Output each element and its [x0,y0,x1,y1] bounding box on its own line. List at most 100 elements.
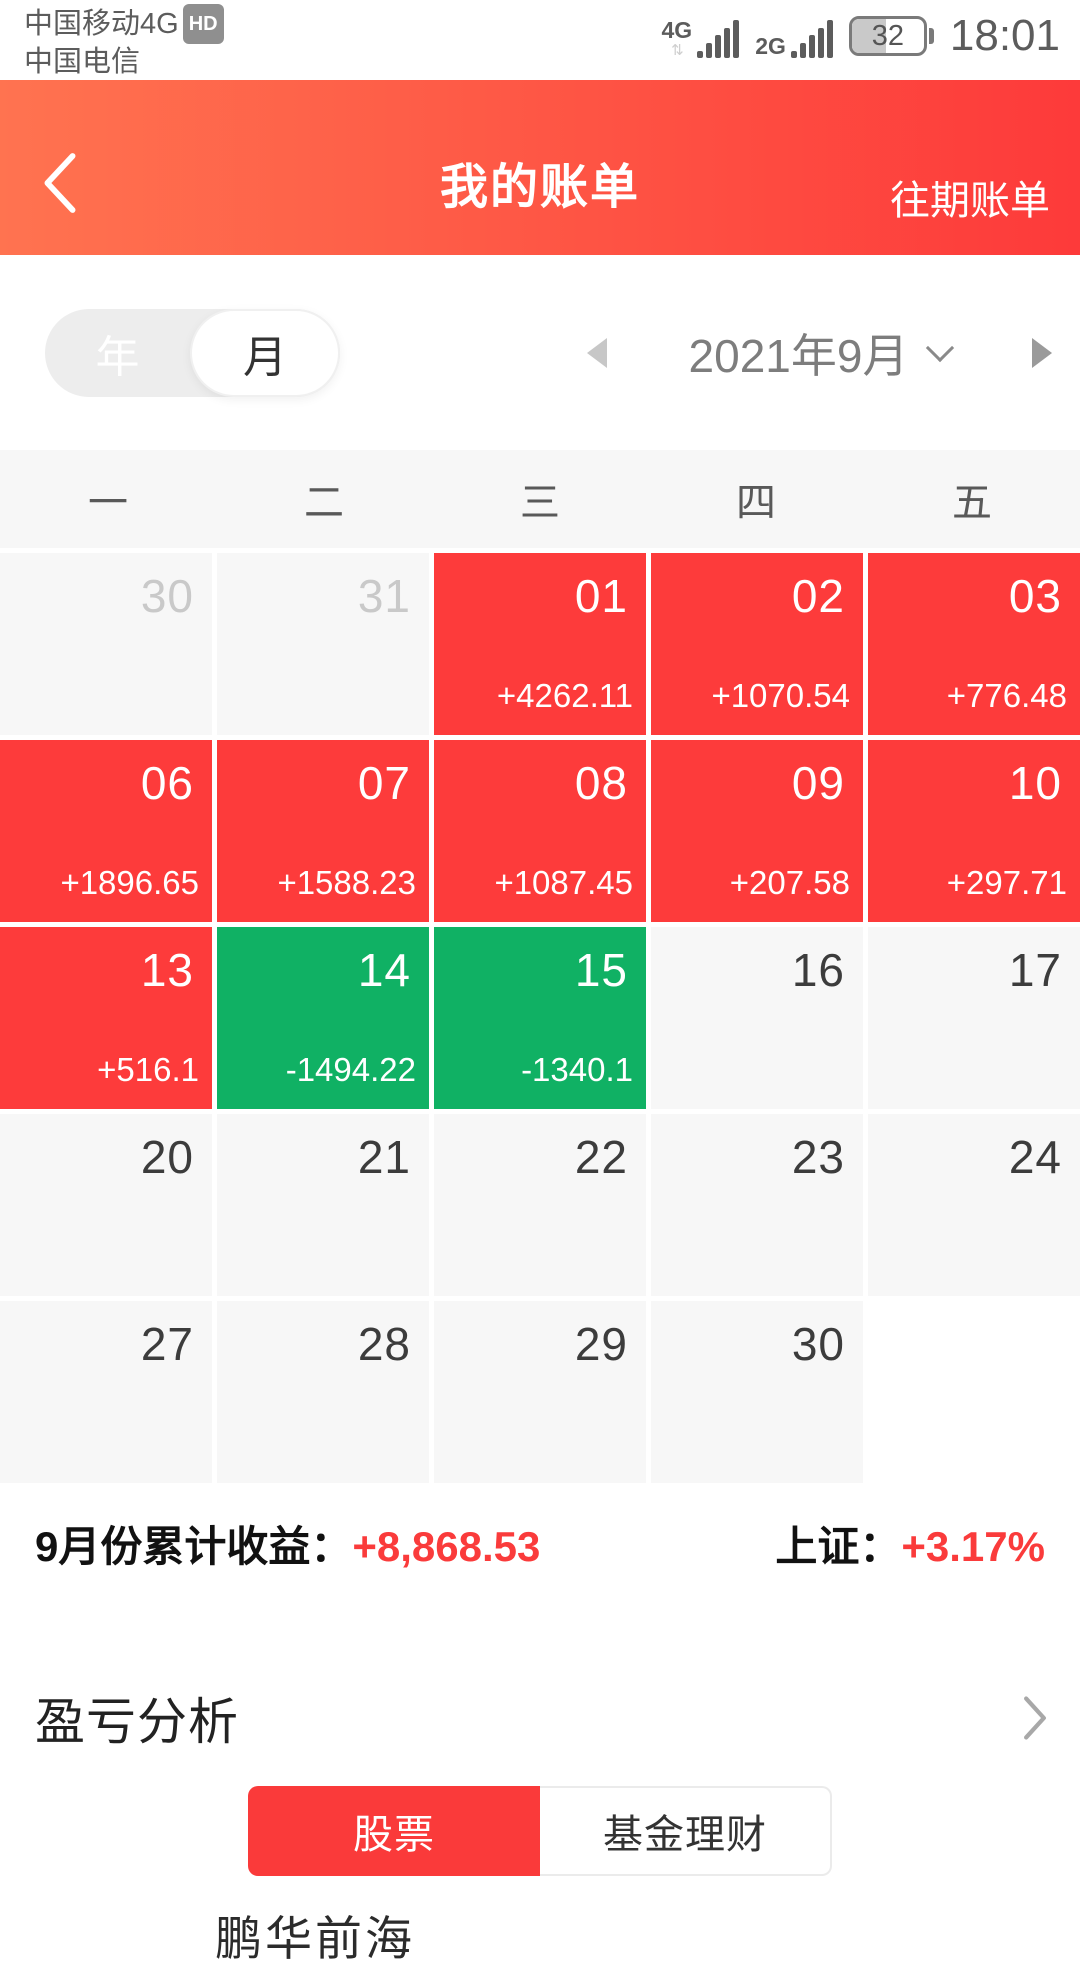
network-type-label: 2G [755,33,786,59]
calendar-day-cell[interactable]: 23 [651,1114,863,1296]
calendar-day-cell[interactable]: 13 +516.1 [0,927,212,1109]
calendar-day-cell[interactable]: 10 +297.71 [868,740,1080,922]
day-number: 20 [140,1131,194,1183]
day-number: 30 [140,570,194,622]
calendar-day-cell[interactable]: 17 [868,927,1080,1109]
index-label: 上证： [775,1523,902,1570]
calendar-day-cell[interactable]: 01 +4262.11 [434,553,646,735]
calendar-day-cell[interactable]: 02 +1070.54 [651,553,863,735]
next-month-icon[interactable] [1031,337,1052,368]
day-number: 23 [791,1131,845,1183]
index-value: +3.17% [901,1523,1045,1570]
day-number: 14 [357,944,411,996]
day-profit-value: +776.48 [946,677,1067,714]
day-number: 24 [1008,1131,1062,1183]
carrier-primary: 中国移动4G [24,8,179,40]
calendar-grid: 30 31 01 +4262.11 02 +1070.54 03 +776.48… [0,553,1080,1483]
day-profit-value: +207.58 [729,864,850,901]
calendar-day-cell[interactable]: 06 +1896.65 [0,740,212,922]
hd-icon: HD [182,4,224,44]
year-month-toggle[interactable]: 年 月 [45,308,340,397]
day-number: 07 [357,757,411,809]
calendar-day-cell[interactable]: 22 [434,1114,646,1296]
date-dropdown[interactable]: 2021年9月 [688,320,955,386]
day-number: 15 [574,944,628,996]
calendar-day-cell[interactable]: 08 +1087.45 [434,740,646,922]
back-button[interactable] [42,152,78,214]
day-number: 13 [140,944,194,996]
calendar-day-cell[interactable]: 24 [868,1114,1080,1296]
day-profit-value: +1070.54 [711,677,850,714]
calendar-day-cell[interactable]: 30 [651,1301,863,1483]
tab-funds[interactable]: 基金理财 [540,1786,832,1876]
weekday-label: 三 [520,481,560,525]
date-navigator: 2021年9月 [587,320,1052,386]
day-profit-value: +1896.65 [60,864,199,901]
calendar-day-cell[interactable]: 09 +207.58 [651,740,863,922]
day-number: 01 [574,570,628,622]
day-number: 17 [1008,944,1062,996]
calendar-day-cell[interactable]: 29 [434,1301,646,1483]
calendar-day-cell[interactable]: 21 [217,1114,429,1296]
toggle-year-option[interactable]: 年 [95,332,140,382]
carrier-info: 中国移动4G HD 中国电信 [24,4,224,80]
weekday-label: 二 [304,481,344,525]
weekday-label: 一 [88,481,128,525]
day-profit-value: +4262.11 [496,677,633,714]
day-number: 31 [357,570,411,622]
prev-month-icon[interactable] [587,337,607,368]
controls-row: 年 月 2021年9月 [0,255,1080,450]
weekday-label: 四 [736,481,776,525]
day-number: 10 [1008,757,1062,809]
day-number: 30 [791,1318,845,1370]
calendar-day-cell[interactable]: 16 [651,927,863,1109]
day-number: 02 [791,570,845,622]
day-loss-value: -1494.22 [285,1051,416,1088]
day-number: 27 [140,1318,194,1370]
clock-time: 18:01 [949,11,1060,60]
calendar-day-cell[interactable]: 14 -1494.22 [217,927,429,1109]
data-arrows-icon: ⇅ [671,42,684,59]
network-type-label: 4G [661,17,693,43]
calendar-day-cell[interactable]: 27 [0,1301,212,1483]
battery-icon: 32 [848,16,934,56]
day-loss-value: -1340.1 [521,1051,633,1088]
list-item-fund-name[interactable]: 鹏华前海 [215,1912,415,1965]
page-title: 我的账单 [439,160,641,214]
toggle-month-option[interactable]: 月 [190,308,340,397]
app-header: 我的账单 往期账单 [0,80,1080,255]
calendar-day-cell[interactable]: 31 [217,553,429,735]
day-number: 29 [574,1318,628,1370]
day-number: 28 [357,1318,411,1370]
calendar-empty-cell [868,1301,1080,1483]
day-profit-value: +516.1 [97,1051,199,1088]
day-profit-value: +297.71 [946,864,1067,901]
signal-2g-icon: 2G [755,20,833,58]
tab-stocks[interactable]: 股票 [248,1786,540,1876]
cumulative-profit: 9月份累计收益：+8,868.53 [35,1513,540,1574]
status-bar: 中国移动4G HD 中国电信 4G ⇅ 2G 32 [0,0,1080,80]
chevron-down-icon [926,333,955,362]
calendar-day-cell[interactable]: 03 +776.48 [868,553,1080,735]
weekday-header: 一 二 三 四 五 [0,450,1080,548]
day-profit-value: +1087.45 [494,864,633,901]
index-change: 上证：+3.17% [775,1513,1045,1574]
day-number: 09 [791,757,845,809]
analysis-title: 盈亏分析 [35,1694,239,1750]
day-number: 22 [574,1131,628,1183]
chevron-right-icon [1024,1696,1046,1740]
day-number: 16 [791,944,845,996]
calendar-day-cell[interactable]: 07 +1588.23 [217,740,429,922]
status-icons: 4G ⇅ 2G 32 18:01 [662,4,1060,58]
carrier-secondary: 中国电信 [24,46,141,78]
day-number: 08 [574,757,628,809]
calendar-day-cell[interactable]: 15 -1340.1 [434,927,646,1109]
calendar-day-cell[interactable]: 30 [0,553,212,735]
calendar-day-cell[interactable]: 28 [217,1301,429,1483]
calendar-day-cell[interactable]: 20 [0,1114,212,1296]
analysis-section-header[interactable]: 盈亏分析 [0,1682,1080,1754]
analysis-tabs: 股票 基金理财 [0,1786,1080,1876]
current-period-label: 2021年9月 [688,329,909,382]
past-bills-link[interactable]: 往期账单 [890,178,1050,223]
day-profit-value: +1588.23 [277,864,416,901]
